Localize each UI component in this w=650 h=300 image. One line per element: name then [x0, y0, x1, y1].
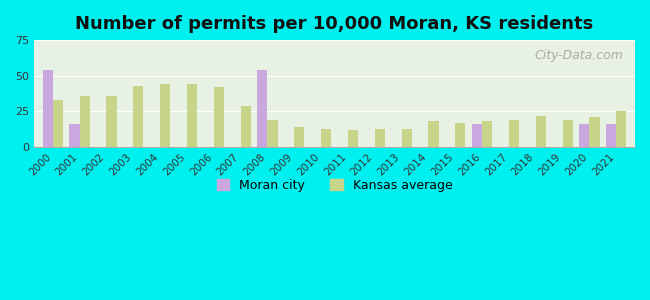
Bar	[267, 120, 278, 147]
Bar	[590, 117, 599, 147]
Bar	[53, 100, 63, 147]
Bar	[482, 122, 492, 147]
Bar	[187, 84, 197, 147]
Bar	[606, 124, 616, 147]
Bar	[562, 120, 573, 147]
Bar	[321, 129, 332, 147]
Bar	[70, 124, 79, 147]
Bar	[402, 129, 411, 147]
Bar	[79, 96, 90, 147]
Legend: Moran city, Kansas average: Moran city, Kansas average	[212, 173, 458, 196]
Bar	[257, 70, 267, 147]
Bar	[240, 106, 251, 147]
Title: Number of permits per 10,000 Moran, KS residents: Number of permits per 10,000 Moran, KS r…	[75, 15, 593, 33]
Bar	[160, 84, 170, 147]
Bar	[536, 116, 546, 147]
Bar	[42, 70, 53, 147]
Bar	[294, 127, 304, 147]
Bar	[107, 96, 116, 147]
Bar	[472, 124, 482, 147]
Bar	[509, 120, 519, 147]
Bar	[579, 124, 590, 147]
Bar	[133, 86, 144, 147]
Bar	[428, 122, 439, 147]
Bar	[455, 123, 465, 147]
Bar	[375, 129, 385, 147]
Bar	[348, 130, 358, 147]
Bar	[616, 112, 627, 147]
Bar	[214, 87, 224, 147]
Text: City-Data.com: City-Data.com	[534, 49, 623, 62]
